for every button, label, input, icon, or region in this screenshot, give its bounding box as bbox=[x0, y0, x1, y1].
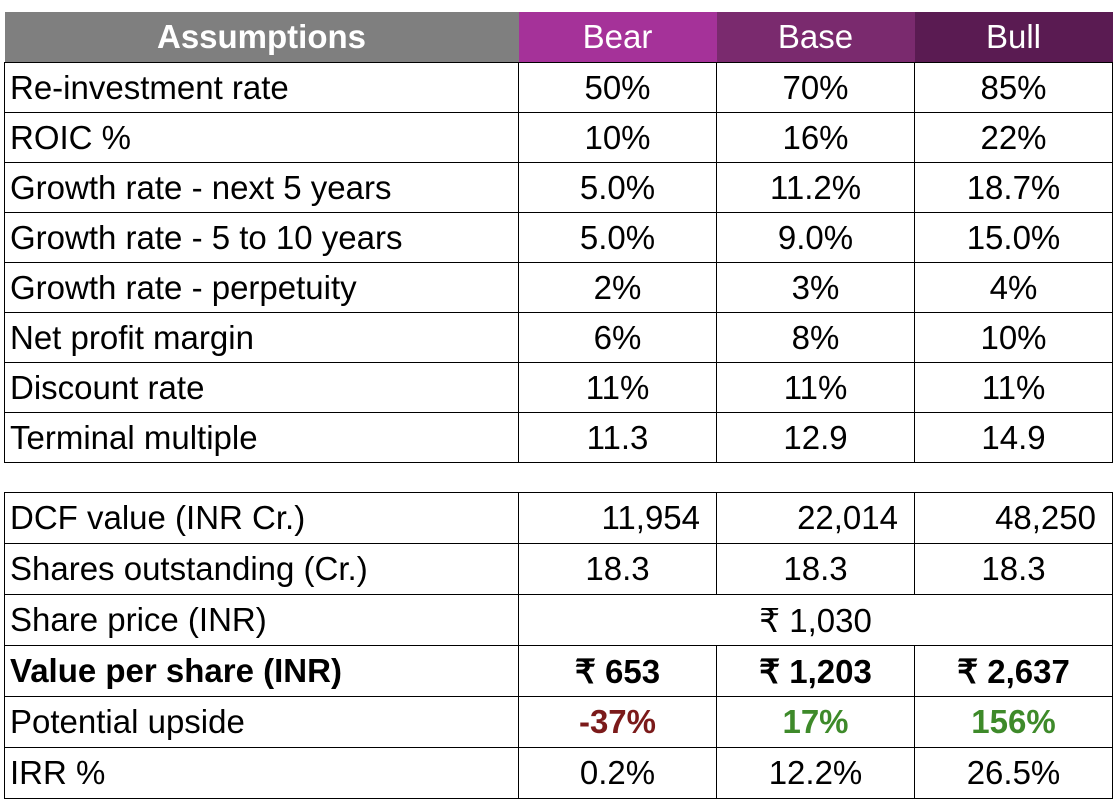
base-cell: 9.0% bbox=[716, 212, 915, 263]
bull-cell: 15.0% bbox=[914, 212, 1113, 263]
table-row: ROIC % 10% 16% 22% bbox=[4, 112, 1113, 163]
bull-cell: ₹ 2,637 bbox=[914, 645, 1113, 697]
irr-row: IRR % 0.2% 12.2% 26.5% bbox=[4, 747, 1113, 799]
share-price-row: Share price (INR) ₹ 1,030 bbox=[4, 594, 1113, 646]
bull-cell: 22% bbox=[914, 112, 1113, 163]
table-row: Re-investment rate 50% 70% 85% bbox=[4, 62, 1113, 113]
bull-cell: 26.5% bbox=[914, 747, 1113, 799]
bear-cell: 0.2% bbox=[518, 747, 717, 799]
table-row: Net profit margin 6% 8% 10% bbox=[4, 312, 1113, 363]
base-cell: 70% bbox=[716, 62, 915, 113]
base-cell: 18.3 bbox=[716, 543, 915, 595]
row-label: ROIC % bbox=[4, 112, 519, 163]
bear-cell: 2% bbox=[518, 262, 717, 313]
bear-cell: ₹ 653 bbox=[518, 645, 717, 697]
base-cell: 22,014 bbox=[716, 492, 915, 544]
bear-header: Bear bbox=[518, 12, 717, 63]
row-label: Growth rate - perpetuity bbox=[4, 262, 519, 313]
row-label: Growth rate - next 5 years bbox=[4, 162, 519, 213]
row-label: DCF value (INR Cr.) bbox=[4, 492, 519, 544]
base-header: Base bbox=[716, 12, 915, 63]
bull-header: Bull bbox=[914, 12, 1113, 63]
bear-cell: 11% bbox=[518, 362, 717, 413]
table-row: Terminal multiple 11.3 12.9 14.9 bbox=[4, 412, 1113, 463]
bear-cell: 11.3 bbox=[518, 412, 717, 463]
dcf-row: DCF value (INR Cr.) 11,954 22,014 48,250 bbox=[4, 492, 1113, 544]
bull-cell: 11% bbox=[914, 362, 1113, 413]
row-label: Share price (INR) bbox=[4, 594, 519, 646]
bear-cell: 5.0% bbox=[518, 162, 717, 213]
row-label: Re-investment rate bbox=[4, 62, 519, 113]
base-cell: 11% bbox=[716, 362, 915, 413]
valuation-table: DCF value (INR Cr.) 11,954 22,014 48,250… bbox=[4, 492, 1113, 799]
bear-cell: 11,954 bbox=[518, 492, 717, 544]
row-label: Growth rate - 5 to 10 years bbox=[4, 212, 519, 263]
row-label: Discount rate bbox=[4, 362, 519, 413]
base-cell: 12.9 bbox=[716, 412, 915, 463]
bull-cell: 14.9 bbox=[914, 412, 1113, 463]
row-label: Value per share (INR) bbox=[4, 645, 519, 697]
table-row: Discount rate 11% 11% 11% bbox=[4, 362, 1113, 413]
row-label: Net profit margin bbox=[4, 312, 519, 363]
row-label: Potential upside bbox=[4, 696, 519, 748]
bull-cell: 85% bbox=[914, 62, 1113, 113]
table-row: Growth rate - next 5 years 5.0% 11.2% 18… bbox=[4, 162, 1113, 213]
base-cell: ₹ 1,203 bbox=[716, 645, 915, 697]
header-row: Assumptions Bear Base Bull bbox=[4, 12, 1113, 63]
bull-cell: 10% bbox=[914, 312, 1113, 363]
base-cell: 8% bbox=[716, 312, 915, 363]
bear-cell: 5.0% bbox=[518, 212, 717, 263]
bull-cell: 156% bbox=[914, 696, 1113, 748]
bull-cell: 18.7% bbox=[914, 162, 1113, 213]
shares-row: Shares outstanding (Cr.) 18.3 18.3 18.3 bbox=[4, 543, 1113, 595]
upside-row: Potential upside -37% 17% 156% bbox=[4, 696, 1113, 748]
base-cell: 17% bbox=[716, 696, 915, 748]
share-price-cell: ₹ 1,030 bbox=[518, 594, 1113, 646]
row-label: IRR % bbox=[4, 747, 519, 799]
row-label: Shares outstanding (Cr.) bbox=[4, 543, 519, 595]
base-cell: 11.2% bbox=[716, 162, 915, 213]
base-cell: 12.2% bbox=[716, 747, 915, 799]
table-row: Growth rate - 5 to 10 years 5.0% 9.0% 15… bbox=[4, 212, 1113, 263]
bull-cell: 4% bbox=[914, 262, 1113, 313]
bear-cell: 10% bbox=[518, 112, 717, 163]
base-cell: 3% bbox=[716, 262, 915, 313]
bull-cell: 18.3 bbox=[914, 543, 1113, 595]
bear-cell: 6% bbox=[518, 312, 717, 363]
value-per-share-row: Value per share (INR) ₹ 653 ₹ 1,203 ₹ 2,… bbox=[4, 645, 1113, 697]
base-cell: 16% bbox=[716, 112, 915, 163]
bear-cell: 18.3 bbox=[518, 543, 717, 595]
assumptions-header: Assumptions bbox=[4, 12, 519, 63]
bear-cell: -37% bbox=[518, 696, 717, 748]
bull-cell: 48,250 bbox=[914, 492, 1113, 544]
row-label: Terminal multiple bbox=[4, 412, 519, 463]
bear-cell: 50% bbox=[518, 62, 717, 113]
table-row: Growth rate - perpetuity 2% 3% 4% bbox=[4, 262, 1113, 313]
assumptions-table: Assumptions Bear Base Bull Re-investment… bbox=[4, 12, 1113, 463]
